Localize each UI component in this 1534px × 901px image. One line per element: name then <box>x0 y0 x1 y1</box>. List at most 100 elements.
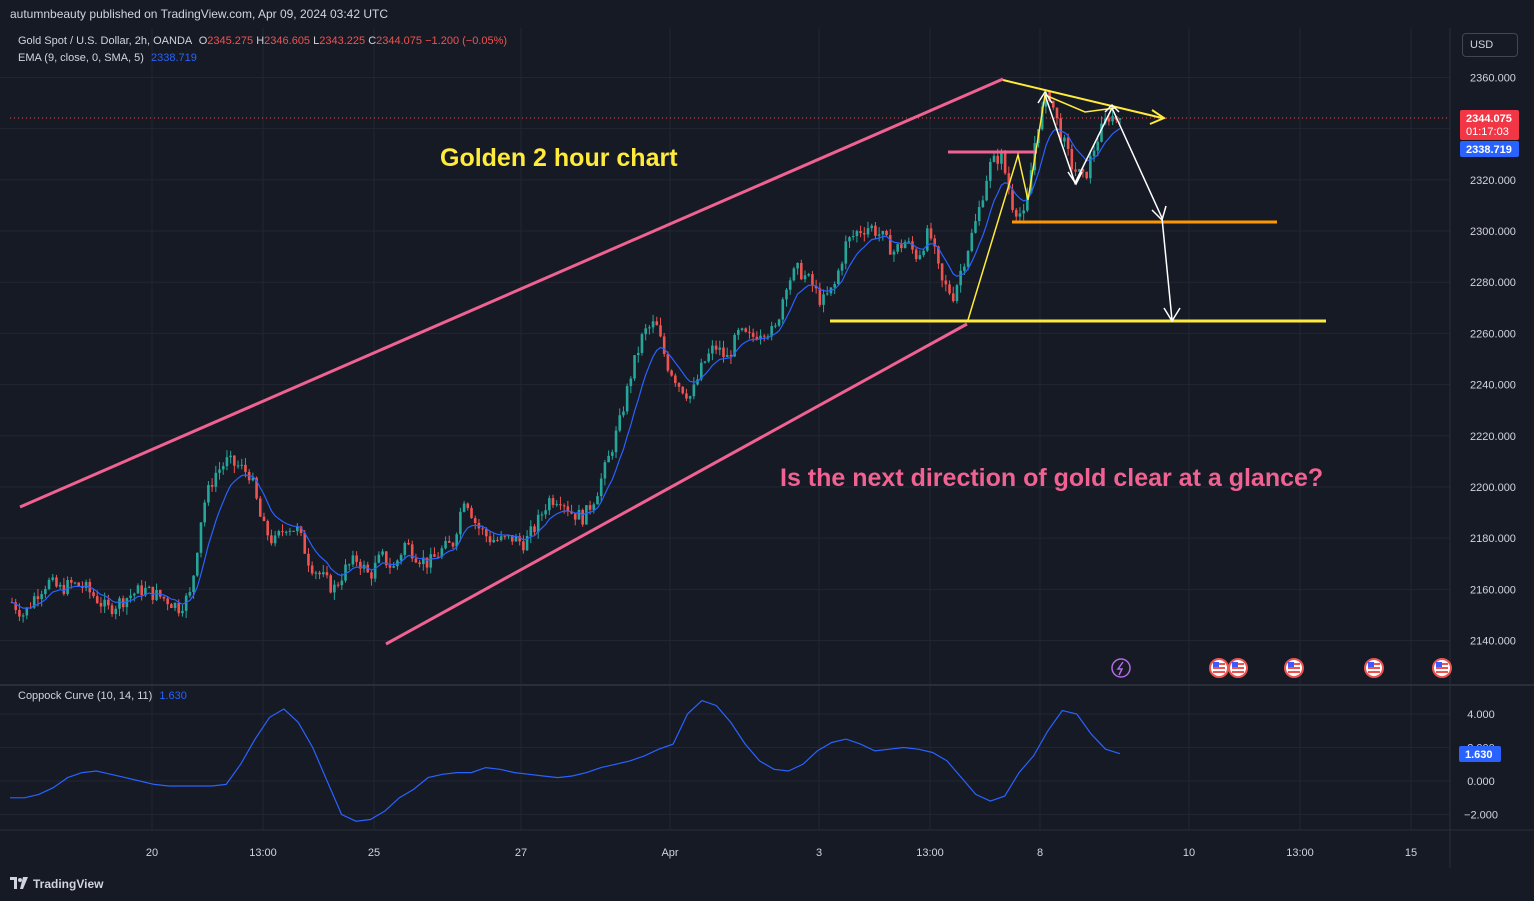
us-flag-event-icon[interactable] <box>1284 658 1304 678</box>
candle[interactable] <box>336 584 340 586</box>
drawings[interactable] <box>19 77 1326 646</box>
candle[interactable] <box>625 386 629 412</box>
candle[interactable] <box>233 455 236 466</box>
candle[interactable] <box>299 526 303 533</box>
candle[interactable] <box>699 362 703 380</box>
candle[interactable] <box>948 284 951 294</box>
candle[interactable] <box>58 584 62 587</box>
white-projection-path[interactable] <box>1044 94 1173 321</box>
candle[interactable] <box>1022 210 1025 214</box>
candle[interactable] <box>529 526 533 536</box>
candle[interactable] <box>1066 137 1070 150</box>
candle[interactable] <box>166 598 169 605</box>
candle[interactable] <box>774 325 777 327</box>
annotation-question[interactable]: Is the next direction of gold clear at a… <box>780 464 1323 492</box>
candle[interactable] <box>785 289 788 300</box>
price-axis[interactable]: 2140.000 2160.000 2180.000 2200.000 2220.000… <box>1470 73 1516 648</box>
yellow-wave-path[interactable] <box>967 93 1116 321</box>
candle[interactable] <box>181 610 184 614</box>
candle[interactable] <box>729 355 733 357</box>
candle[interactable] <box>470 508 473 519</box>
candle[interactable] <box>622 411 625 416</box>
us-flag-event-icon[interactable] <box>1209 658 1229 678</box>
candle[interactable] <box>844 241 848 264</box>
candle[interactable] <box>551 498 555 505</box>
currency-button[interactable]: USD <box>1462 33 1518 57</box>
candle[interactable] <box>833 283 836 288</box>
candle[interactable] <box>585 505 588 525</box>
ema-label[interactable]: EMA (9, close, 0, SMA, 5) <box>18 52 144 64</box>
coppock-line[interactable] <box>10 699 1121 822</box>
candle[interactable] <box>996 155 1000 164</box>
candle[interactable] <box>796 262 799 269</box>
candle[interactable] <box>792 268 796 281</box>
candle[interactable] <box>210 485 214 487</box>
candle[interactable] <box>433 554 436 557</box>
candle[interactable] <box>225 457 229 467</box>
candle[interactable] <box>674 375 677 384</box>
candle[interactable] <box>518 536 521 542</box>
candle[interactable] <box>447 541 451 543</box>
candle[interactable] <box>559 504 562 506</box>
candle[interactable] <box>492 539 496 543</box>
candle[interactable] <box>177 602 181 614</box>
candle[interactable] <box>192 575 195 593</box>
ema-line[interactable] <box>11 127 1121 609</box>
candle[interactable] <box>95 596 99 604</box>
candle[interactable] <box>588 505 592 510</box>
candle[interactable] <box>99 603 103 607</box>
candle[interactable] <box>318 572 321 575</box>
candle[interactable] <box>266 520 269 536</box>
candle[interactable] <box>155 590 158 600</box>
candle[interactable] <box>384 551 388 566</box>
candle[interactable] <box>392 566 395 568</box>
candle[interactable] <box>755 336 759 340</box>
lightning-icon[interactable] <box>1111 658 1131 678</box>
candle[interactable] <box>107 599 110 606</box>
candle[interactable] <box>418 562 421 565</box>
us-flag-event-icon[interactable] <box>1228 658 1248 678</box>
candle[interactable] <box>514 536 518 542</box>
candle[interactable] <box>381 551 384 555</box>
candle[interactable] <box>370 572 373 579</box>
channel-upper-line[interactable] <box>19 77 1004 509</box>
candle[interactable] <box>1063 137 1066 142</box>
candle[interactable] <box>203 502 206 523</box>
candle[interactable] <box>692 384 696 397</box>
candle[interactable] <box>618 415 622 431</box>
candle[interactable] <box>351 555 355 565</box>
candle[interactable] <box>114 608 118 615</box>
candle[interactable] <box>1007 173 1011 190</box>
candle[interactable] <box>184 595 188 611</box>
candle[interactable] <box>325 572 329 576</box>
candle[interactable] <box>666 354 670 371</box>
candle[interactable] <box>103 599 106 607</box>
candle[interactable] <box>977 207 981 222</box>
candle[interactable] <box>544 510 547 515</box>
candle[interactable] <box>488 536 492 543</box>
candle[interactable] <box>762 335 766 337</box>
candle[interactable] <box>1040 106 1044 130</box>
candle[interactable] <box>344 564 347 581</box>
main-pane[interactable] <box>0 28 1450 684</box>
candle[interactable] <box>321 572 325 575</box>
candle[interactable] <box>611 452 614 456</box>
candle[interactable] <box>359 561 362 569</box>
candle[interactable] <box>522 541 525 551</box>
candle[interactable] <box>125 598 129 608</box>
candle[interactable] <box>503 536 507 538</box>
candle[interactable] <box>662 336 666 355</box>
candle[interactable] <box>151 586 155 600</box>
candle[interactable] <box>1092 150 1096 157</box>
candle[interactable] <box>922 250 925 256</box>
candle[interactable] <box>340 580 344 586</box>
candle[interactable] <box>347 564 351 566</box>
candle[interactable] <box>110 605 114 615</box>
candle[interactable] <box>540 514 544 516</box>
indicator-legend[interactable]: Coppock Curve (10, 14, 11) 1.630 <box>18 690 187 702</box>
candle[interactable] <box>970 232 974 251</box>
candle[interactable] <box>1000 151 1003 164</box>
candle[interactable] <box>229 455 232 458</box>
candle[interactable] <box>62 584 66 594</box>
candle[interactable] <box>377 554 381 563</box>
